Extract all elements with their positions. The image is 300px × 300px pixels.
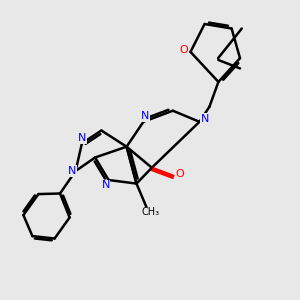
Text: N: N bbox=[101, 180, 110, 190]
Text: O: O bbox=[179, 45, 188, 56]
Text: N: N bbox=[68, 166, 76, 176]
Text: N: N bbox=[201, 114, 209, 124]
Text: N: N bbox=[141, 111, 149, 122]
Text: O: O bbox=[176, 169, 184, 179]
Text: N: N bbox=[78, 133, 86, 143]
Text: CH₃: CH₃ bbox=[142, 207, 160, 218]
